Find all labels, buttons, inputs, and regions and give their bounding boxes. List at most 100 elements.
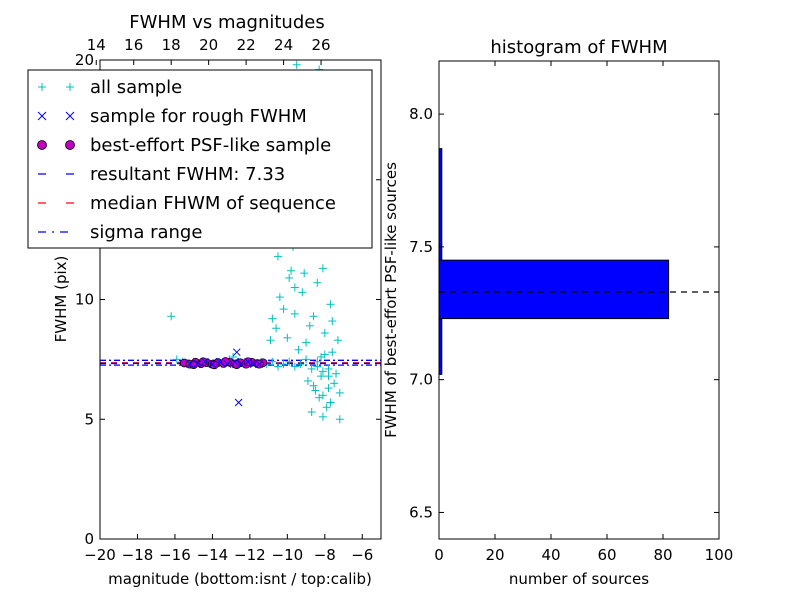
legend-entry: resultant FWHM: 7.33 <box>38 164 285 185</box>
legend-label: resultant FWHM: 7.33 <box>90 164 285 185</box>
y-tick-label: 8.0 <box>409 105 433 123</box>
all-sample-point <box>302 338 311 347</box>
all-sample-point <box>324 384 333 393</box>
legend-marker <box>65 140 75 150</box>
x-tick-label: −12 <box>234 546 266 564</box>
top-tick-label: 14 <box>87 36 106 54</box>
x-tick-label: 60 <box>597 546 616 564</box>
scatter-plot-frame <box>99 59 382 540</box>
top-tick-label: 24 <box>274 36 293 54</box>
rough-sample-point <box>193 360 202 369</box>
rough-sample-point <box>186 360 194 369</box>
all-sample-point <box>290 362 299 371</box>
rough-sample-point <box>236 360 245 369</box>
all-sample-point <box>309 312 318 321</box>
all-sample-point <box>279 360 288 369</box>
all-sample-point <box>290 309 299 318</box>
x-tick-label: −10 <box>272 546 304 564</box>
x-stroke <box>236 360 245 369</box>
x-stroke <box>244 357 252 366</box>
rough-sample-point <box>244 357 252 366</box>
all-sample-point <box>279 305 288 314</box>
all-sample-point <box>322 403 331 412</box>
top-tick-label: 16 <box>124 36 143 54</box>
y-tick-label: 0 <box>84 530 94 548</box>
all-sample-point <box>320 329 329 338</box>
legend-marker <box>37 111 47 121</box>
all-sample-point <box>296 360 305 369</box>
x-stroke <box>201 357 209 366</box>
legend-label: median FHWM of sequence <box>90 193 336 214</box>
all-sample-point <box>290 283 299 292</box>
all-sample-point <box>318 264 327 273</box>
all-sample-point <box>333 336 342 345</box>
all-sample-point <box>285 273 294 282</box>
x-tick-label: 20 <box>485 546 504 564</box>
all-sample-point <box>335 415 344 424</box>
rough-sample-point <box>201 357 209 366</box>
x-stroke <box>255 360 264 369</box>
scatter-legend: all sample sample for rough FWHM best-effo… <box>27 69 373 249</box>
scatter-y-label: FWHM (pix) <box>52 256 70 343</box>
x-stroke <box>231 357 239 366</box>
all-sample-point <box>317 372 326 381</box>
all-sample-point <box>283 333 292 342</box>
x-stroke <box>232 348 241 357</box>
all-sample-point <box>273 362 282 371</box>
all-sample-point <box>328 348 337 357</box>
all-sample-point <box>326 300 335 309</box>
rough-sample-point <box>255 360 264 369</box>
rough-sample-point <box>231 357 239 366</box>
scatter-x-label: magnitude (bottom:isnt / top:calib) <box>108 570 372 588</box>
all-sample-point <box>315 393 324 402</box>
all-sample-point <box>298 288 307 297</box>
x-stroke <box>234 398 243 407</box>
all-sample-point <box>302 355 311 364</box>
all-sample-point <box>305 321 314 330</box>
all-sample-point <box>335 388 344 397</box>
rough-sample-point <box>223 360 232 369</box>
histogram-bars <box>438 148 670 375</box>
histogram-bar <box>438 259 670 320</box>
all-sample-point <box>330 379 339 388</box>
legend-frame <box>27 69 373 249</box>
all-sample-point <box>324 364 333 373</box>
x-tick-label: −20 <box>84 546 116 564</box>
histogram-y-axis: 6.5 7.0 7.5 8.0 <box>409 105 719 521</box>
all-sample-point <box>294 345 303 354</box>
all-sample-point <box>307 364 316 373</box>
all-sample-point <box>292 60 301 69</box>
y-tick-label: 5 <box>84 410 94 428</box>
legend-marker <box>37 140 47 150</box>
all-sample-point <box>309 381 318 390</box>
histogram-x-axis: 0 20 40 60 80 100 <box>434 61 733 564</box>
all-sample-point <box>320 350 329 359</box>
scatter-title: FWHM vs magnitudes <box>129 12 324 33</box>
scatter-top-axis: 14 16 18 20 22 24 26 <box>87 36 331 65</box>
x-stroke <box>186 360 194 369</box>
histogram-title: histogram of FWHM <box>490 37 667 58</box>
top-tick-label: 22 <box>237 36 256 54</box>
all-sample-point <box>318 412 327 421</box>
rough-sample-point <box>234 398 243 407</box>
top-tick-label: 18 <box>162 36 181 54</box>
legend-marker <box>65 111 75 121</box>
x-stroke <box>223 360 232 369</box>
all-sample-point <box>328 317 337 326</box>
legend-label: sample for rough FWHM <box>90 106 307 127</box>
rough-sample-point <box>216 357 224 366</box>
all-sample-point <box>268 314 277 323</box>
rough-sample-point <box>208 360 217 369</box>
all-sample-point <box>273 252 282 261</box>
x-stroke <box>249 360 258 369</box>
histogram-plot-frame <box>438 60 720 540</box>
all-sample-point <box>285 357 294 366</box>
scatter-chart: FWHM vs magnitudes 14 16 18 20 22 24 26 −20 −18… <box>27 12 382 588</box>
y-tick-label: 7.5 <box>409 238 433 256</box>
histogram-x-label: number of sources <box>509 570 649 588</box>
all-sample-point <box>266 336 275 345</box>
psf-sample-point <box>198 357 208 367</box>
x-stroke <box>208 360 217 369</box>
all-sample-point <box>313 362 322 371</box>
legend-label: sigma range <box>90 222 202 243</box>
